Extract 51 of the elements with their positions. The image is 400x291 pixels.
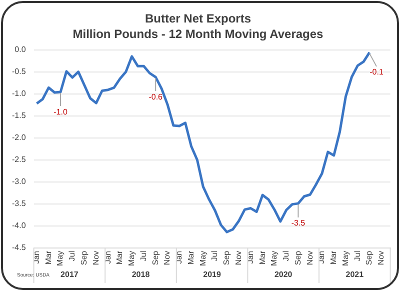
x-tick-label: Jul: [282, 250, 291, 262]
text: 2018: [132, 270, 150, 280]
x-tick-label: Sep: [364, 250, 374, 266]
chart-title: Butter Net Exports: [144, 12, 252, 26]
data-label: -1.0: [54, 107, 68, 116]
x-tick-label: May: [340, 250, 350, 266]
text: 2021: [346, 270, 364, 280]
y-tick-label: -2.0: [12, 133, 26, 142]
y-tick-label: -4.5: [12, 243, 26, 252]
x-tick-label: May: [56, 250, 65, 266]
chart-subtitle: Million Pounds - 12 Month Moving Averages: [72, 26, 324, 41]
x-tick-label: Jul: [138, 250, 148, 262]
y-tick-label: -0.5: [12, 67, 26, 76]
x-tick-label: Nov: [234, 250, 243, 266]
x-tick-label: Jan: [174, 250, 184, 264]
text: 2020: [274, 270, 293, 280]
y-tick-label: -3.0: [12, 177, 26, 186]
x-tick-label: May: [198, 250, 208, 266]
y-tick-label: -1.0: [12, 89, 26, 98]
y-tick-label: -3.5: [12, 199, 26, 208]
x-tick-label: Mar: [329, 250, 338, 265]
data-label: -0.1: [370, 68, 384, 77]
x-tick-label: Jan: [246, 250, 255, 264]
x-tick-label: Jan: [32, 250, 41, 264]
y-tick-label: -1.5: [12, 111, 26, 120]
x-tick-label: Mar: [44, 250, 53, 265]
x-tick-label: Sep: [293, 250, 302, 266]
x-tick-label: Jul: [210, 250, 220, 262]
x-tick-label: Nov: [162, 250, 172, 266]
text: 2017: [60, 270, 79, 280]
y-tick-label: -2.5: [12, 155, 26, 164]
x-tick-label: May: [270, 250, 279, 266]
x-tick-label: Nov: [91, 250, 100, 266]
x-tick-label: Nov: [376, 250, 386, 266]
x-tick-label: Sep: [150, 250, 160, 266]
data-label: -0.6: [148, 92, 164, 102]
x-tick-label: Sep: [79, 250, 88, 266]
y-tick-label: -4.0: [12, 221, 26, 230]
x-tick-label: Sep: [222, 250, 232, 266]
x-tick-label: Nov: [305, 250, 314, 266]
x-tick-label: Jan: [317, 250, 326, 264]
x-tick-label: Mar: [186, 250, 196, 265]
text: 2019: [203, 270, 222, 280]
x-tick-label: Jul: [68, 250, 77, 262]
x-tick-label: Jan: [103, 250, 112, 264]
y-tick-label: 0.0: [14, 45, 26, 54]
x-tick-label: Mar: [115, 250, 124, 265]
x-tick-label: May: [127, 250, 136, 266]
data-label: -3.5: [291, 218, 306, 228]
x-tick-label: Jul: [352, 250, 362, 262]
x-tick-label: Mar: [258, 250, 267, 265]
